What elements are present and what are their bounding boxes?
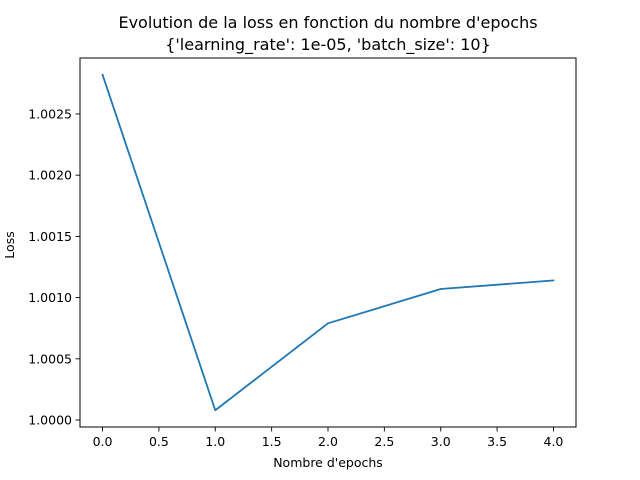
x-tick-label: 1.5 <box>262 434 282 449</box>
y-tick-label: 1.0000 <box>28 413 72 428</box>
x-tick-label: 2.0 <box>318 434 338 449</box>
x-tick-label: 2.5 <box>374 434 394 449</box>
y-tick-label: 1.0010 <box>28 290 72 305</box>
chart-title: Evolution de la loss en fonction du nomb… <box>118 13 537 32</box>
y-axis-label: Loss <box>2 231 17 258</box>
x-tick-label: 4.0 <box>544 434 564 449</box>
x-tick-label: 3.5 <box>487 434 507 449</box>
y-tick-label: 1.0025 <box>28 106 72 121</box>
x-tick-label: 0.5 <box>149 434 169 449</box>
y-tick-label: 1.0005 <box>28 351 72 366</box>
x-axis-label: Nombre d'epochs <box>273 455 383 470</box>
y-tick-label: 1.0015 <box>28 229 72 244</box>
y-tick-label: 1.0020 <box>28 168 72 183</box>
plot-area: 0.0 0.5 1.0 1.5 2.0 2.5 3.0 3.5 4.0 1.0000 1.0005 1… <box>28 57 577 449</box>
x-tick-label: 3.0 <box>431 434 451 449</box>
x-tick-label: 0.0 <box>93 434 113 449</box>
chart-subtitle: {'learning_rate': 1e-05, 'batch_size': 1… <box>165 35 491 55</box>
x-tick-label: 1.0 <box>205 434 225 449</box>
